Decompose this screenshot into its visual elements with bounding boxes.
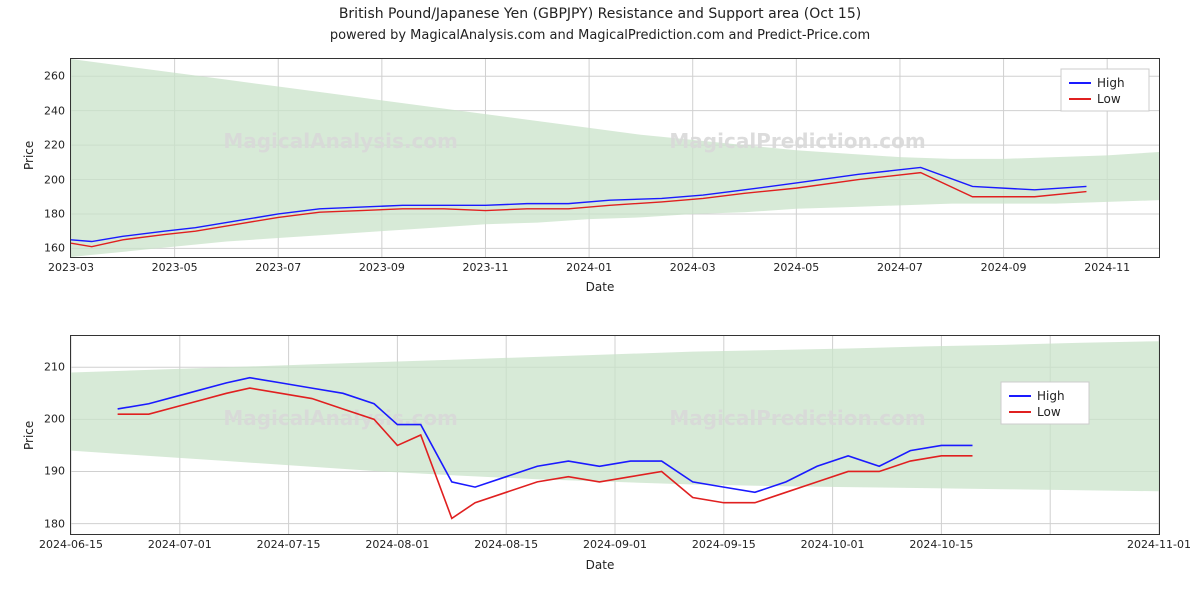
support-area <box>71 59 1159 257</box>
xtick-label: 2024-11-01 <box>1127 538 1191 551</box>
ytick-label: 190 <box>44 465 65 478</box>
xtick-label: 2024-05 <box>773 261 819 274</box>
svg-text:MagicalAnalysis.com: MagicalAnalysis.com <box>223 129 458 153</box>
svg-text:MagicalAnalysis.com: MagicalAnalysis.com <box>223 406 458 430</box>
xtick-label: 2024-03 <box>670 261 716 274</box>
xtick-label: 2023-03 <box>48 261 94 274</box>
ytick-label: 200 <box>44 413 65 426</box>
ytick-label: 160 <box>44 242 65 255</box>
xtick-label: 2024-01 <box>566 261 612 274</box>
ytick-label: 260 <box>44 70 65 83</box>
ytick-label: 180 <box>44 207 65 220</box>
xtick-label: 2024-10-01 <box>801 538 865 551</box>
legend-low-label: Low <box>1097 92 1121 106</box>
legend-high-label: High <box>1037 389 1065 403</box>
xtick-label: 2023-09 <box>359 261 405 274</box>
legend: High Low <box>1061 69 1149 111</box>
ytick-label: 210 <box>44 361 65 374</box>
svg-text:MagicalPrediction.com: MagicalPrediction.com <box>669 129 925 153</box>
ylabel-top: Price <box>22 141 36 170</box>
top-chart-svg: MagicalAnalysis.com MagicalPrediction.com… <box>71 59 1159 257</box>
ylabel-bottom: Price <box>22 421 36 450</box>
bottom-chart-svg: MagicalAnalysis.com MagicalPrediction.com… <box>71 336 1159 534</box>
page-subtitle: powered by MagicalAnalysis.com and Magic… <box>0 28 1200 43</box>
xtick-label: 2024-06-15 <box>39 538 103 551</box>
legend: High Low <box>1001 382 1089 424</box>
xtick-label: 2023-11 <box>462 261 508 274</box>
ytick-label: 200 <box>44 173 65 186</box>
legend-high-label: High <box>1097 76 1125 90</box>
xlabel-top: Date <box>0 280 1200 294</box>
xtick-label: 2023-05 <box>152 261 198 274</box>
xtick-label: 2024-07-15 <box>257 538 321 551</box>
ytick-label: 180 <box>44 517 65 530</box>
xtick-label: 2024-08-15 <box>474 538 538 551</box>
ytick-label: 240 <box>44 104 65 117</box>
xtick-label: 2024-09 <box>981 261 1027 274</box>
xlabel-bottom: Date <box>0 558 1200 572</box>
top-chart: MagicalAnalysis.com MagicalPrediction.com… <box>70 58 1160 258</box>
xtick-label: 2024-09-01 <box>583 538 647 551</box>
xtick-label: 2024-11 <box>1084 261 1130 274</box>
xtick-label: 2024-07-01 <box>148 538 212 551</box>
bottom-chart: MagicalAnalysis.com MagicalPrediction.com… <box>70 335 1160 535</box>
ytick-label: 220 <box>44 139 65 152</box>
xtick-label: 2024-08-01 <box>365 538 429 551</box>
legend-low-label: Low <box>1037 405 1061 419</box>
xtick-label: 2024-09-15 <box>692 538 756 551</box>
xtick-label: 2024-07 <box>877 261 923 274</box>
svg-text:MagicalPrediction.com: MagicalPrediction.com <box>669 406 925 430</box>
page-title: British Pound/Japanese Yen (GBPJPY) Resi… <box>0 6 1200 22</box>
page-root: British Pound/Japanese Yen (GBPJPY) Resi… <box>0 0 1200 600</box>
xtick-label: 2023-07 <box>255 261 301 274</box>
xtick-label: 2024-10-15 <box>909 538 973 551</box>
